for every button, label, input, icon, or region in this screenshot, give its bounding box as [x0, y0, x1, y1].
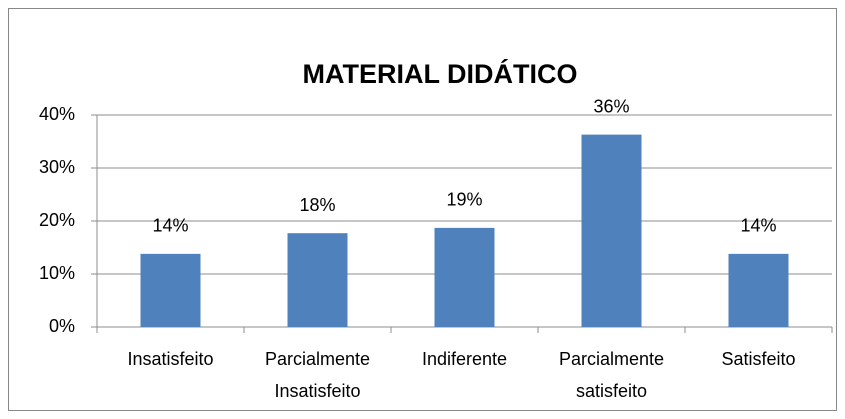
bar: [287, 233, 348, 327]
data-label: 14%: [740, 216, 776, 236]
bar: [434, 227, 495, 327]
y-tick-label: 30%: [39, 157, 75, 177]
bar: [728, 253, 789, 327]
x-tick-label: Parcialmente satisfeito: [558, 349, 665, 401]
y-tick-label: 40%: [39, 104, 75, 124]
y-tick-label: 0%: [49, 316, 75, 336]
x-tick-label: Insatisfeito: [127, 349, 214, 369]
bar: [140, 253, 201, 327]
y-tick-label: 20%: [39, 210, 75, 230]
data-label: 19%: [446, 190, 482, 210]
y-tick-label: 10%: [39, 263, 75, 283]
x-tick-label: Parcialmente Insatisfeito: [264, 349, 371, 401]
chart-border: [8, 8, 837, 411]
data-label: 14%: [152, 216, 188, 236]
x-tick-label: Satisfeito: [721, 349, 796, 369]
bar: [581, 134, 642, 327]
data-label: 18%: [299, 195, 335, 215]
data-label: 36%: [593, 96, 629, 116]
x-tick-label: Indiferente: [421, 349, 508, 369]
chart-title: MATERIAL DIDÁTICO: [303, 58, 578, 89]
